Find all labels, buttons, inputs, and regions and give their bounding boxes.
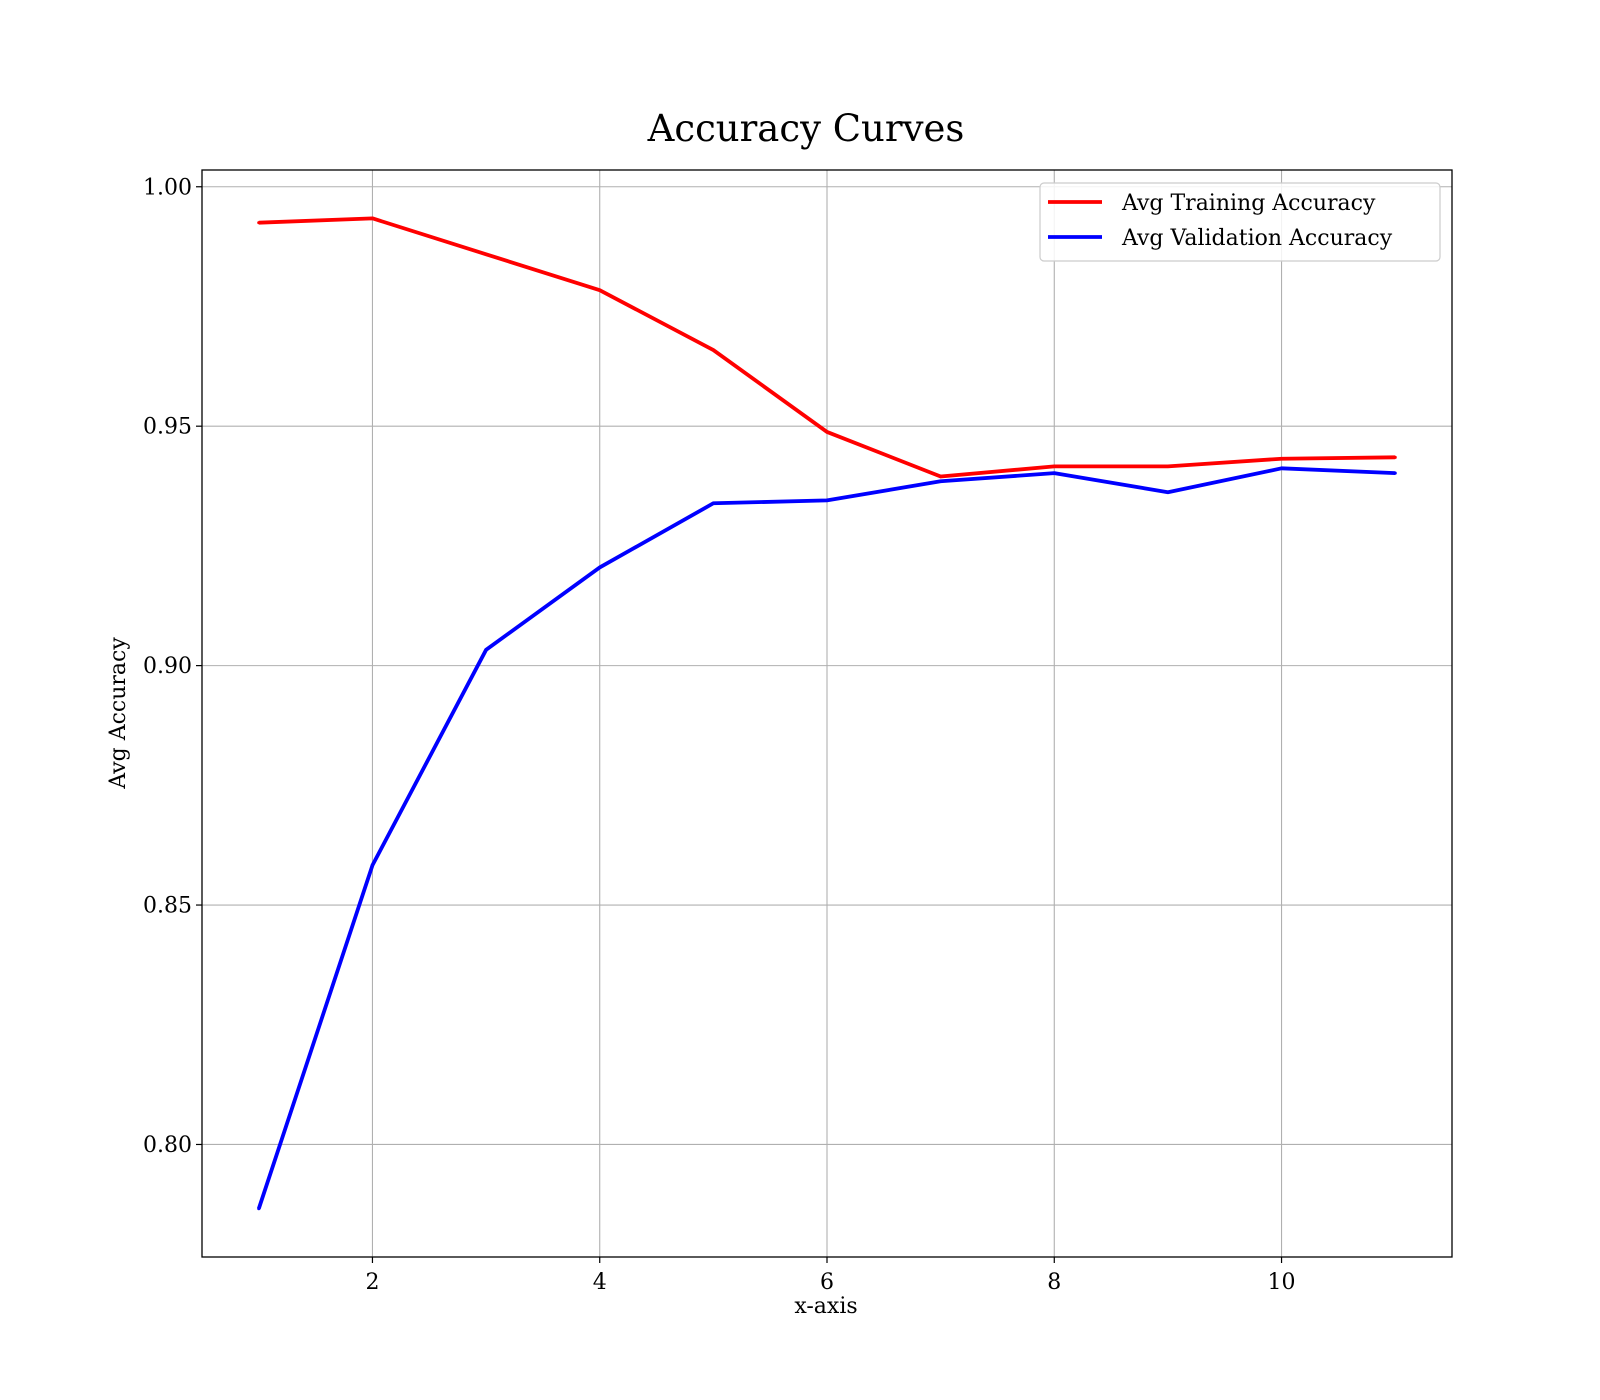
data-point: [1279, 457, 1284, 461]
y-tick-label: 0.90: [143, 654, 192, 679]
data-point: [825, 498, 829, 503]
x-tick-label: 6: [820, 1270, 834, 1295]
data-point: [711, 348, 715, 352]
data-point: [598, 288, 602, 292]
data-point: [484, 252, 488, 256]
data-point: [1393, 455, 1397, 459]
y-tick-label: 1.00: [143, 175, 192, 200]
x-tick-label: 2: [365, 1270, 379, 1295]
x-tick-label: 4: [593, 1270, 607, 1295]
data-point: [370, 216, 375, 220]
data-point: [939, 474, 943, 479]
data-point: [1166, 490, 1170, 494]
data-point: [1052, 471, 1056, 475]
data-point: [1166, 464, 1170, 469]
y-axis-label: Avg Accuracy: [106, 637, 131, 790]
data-point: [598, 565, 602, 570]
data-point: [257, 1207, 261, 1211]
data-point: [370, 863, 375, 867]
data-point: [1052, 464, 1056, 469]
data-point: [484, 648, 488, 652]
y-tick-label: 0.95: [143, 415, 192, 440]
data-point: [825, 430, 829, 434]
series-lines: [257, 216, 1397, 1211]
x-tick-label: 10: [1268, 1270, 1296, 1295]
x-axis-label: x-axis: [794, 1294, 857, 1319]
chart-title: Accuracy Curves: [647, 107, 965, 150]
legend-label: Avg Training Accuracy: [1121, 191, 1376, 216]
x-tick-label: 8: [1047, 1270, 1061, 1295]
legend: Avg Training Accuracy Avg Validation Accu…: [1039, 182, 1441, 262]
y-tick-label: 0.85: [143, 894, 192, 919]
data-point: [257, 221, 261, 225]
data-point: [1279, 466, 1284, 470]
legend-box: [1039, 182, 1441, 262]
data-point: [711, 501, 715, 505]
axis-ticks: 2 4 6 8 10 0.80 0.85 0.90 0.95 1.00: [143, 175, 1296, 1295]
data-point: [1393, 471, 1397, 475]
data-point: [939, 479, 943, 483]
legend-label: Avg Validation Accuracy: [1121, 226, 1393, 251]
y-tick-label: 0.80: [143, 1133, 192, 1158]
